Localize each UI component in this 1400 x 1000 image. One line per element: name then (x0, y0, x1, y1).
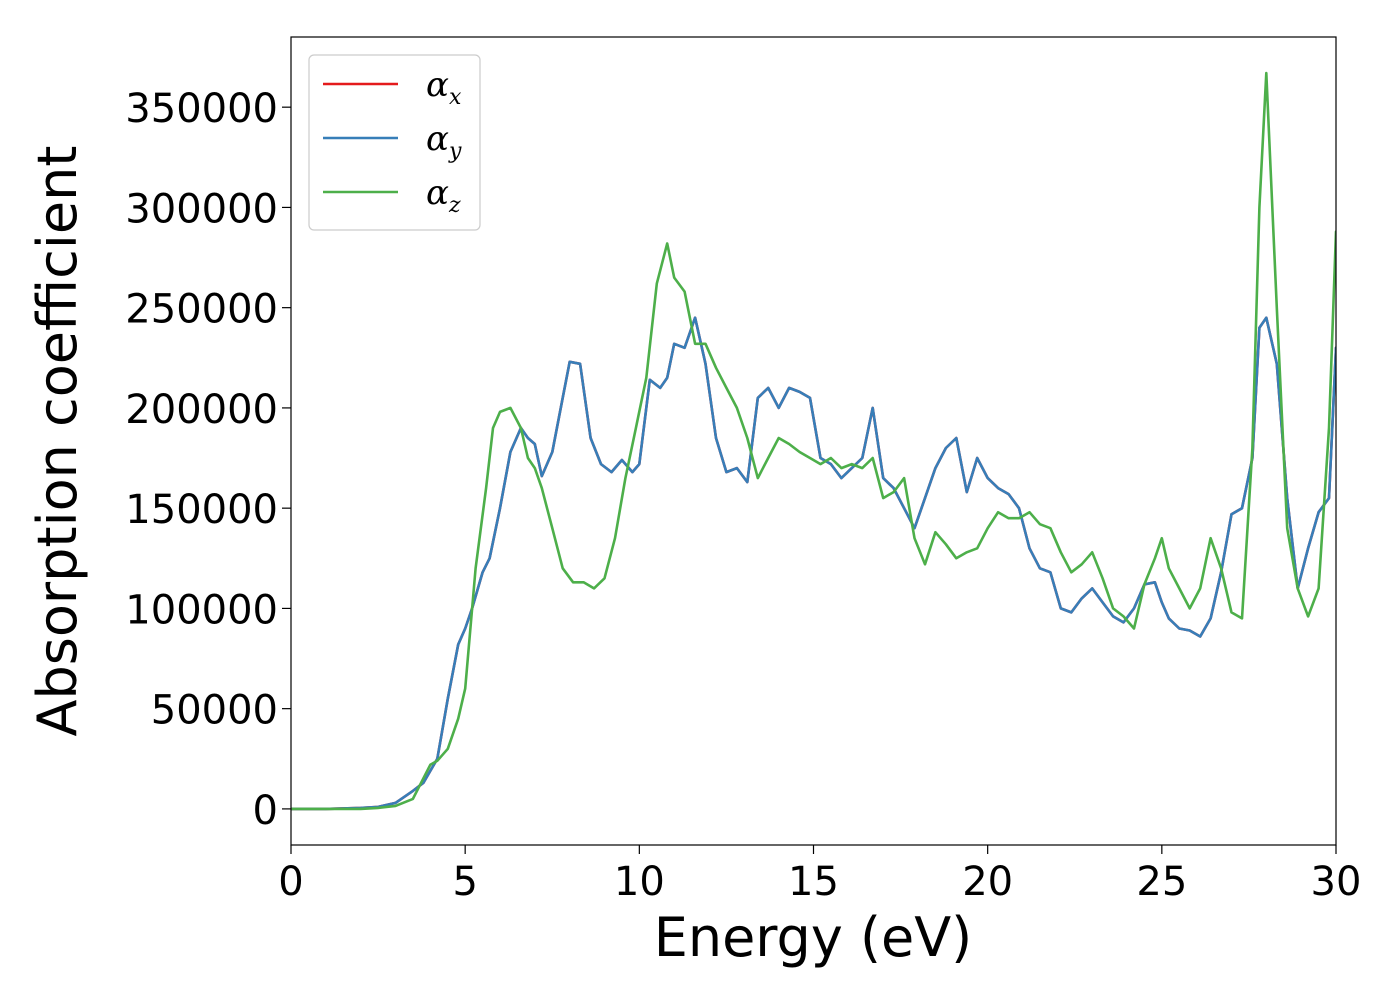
y-axis-title: Absorption coefficient (26, 146, 89, 737)
x-tick-label: 10 (614, 859, 665, 905)
legend-label-y: αy (426, 119, 462, 164)
y-tick-label: 250000 (125, 287, 278, 333)
y-tick-label: 200000 (125, 387, 278, 433)
x-axis-title: Energy (eV) (654, 906, 973, 969)
y-tick-label: 50000 (151, 688, 278, 734)
series-line-z (291, 71, 1336, 811)
series-line-y (291, 316, 1336, 811)
x-tick-label: 25 (1136, 859, 1187, 905)
y-tick-label: 0 (253, 788, 278, 834)
legend-label-x: αx (426, 65, 462, 110)
x-tick-label: 20 (962, 859, 1013, 905)
y-tick-label: 350000 (125, 86, 278, 132)
x-tick-label: 5 (452, 859, 477, 905)
x-tick-label: 15 (788, 859, 839, 905)
legend: αx αy αz (308, 54, 481, 231)
x-tick-label: 30 (1311, 859, 1362, 905)
y-tick-label: 150000 (125, 487, 278, 533)
legend-label-z: αz (426, 173, 461, 218)
legend-box (308, 54, 481, 231)
y-tick-label: 100000 (125, 587, 278, 633)
series-layer (291, 71, 1336, 811)
y-tick-label: 300000 (125, 186, 278, 232)
y-axis-ticks: 0 50000 100000 150000 200000 250000 300000 3500… (125, 86, 291, 834)
x-axis-ticks: 0 5 10 15 20 25 30 (278, 845, 1361, 905)
x-tick-label: 0 (278, 859, 303, 905)
